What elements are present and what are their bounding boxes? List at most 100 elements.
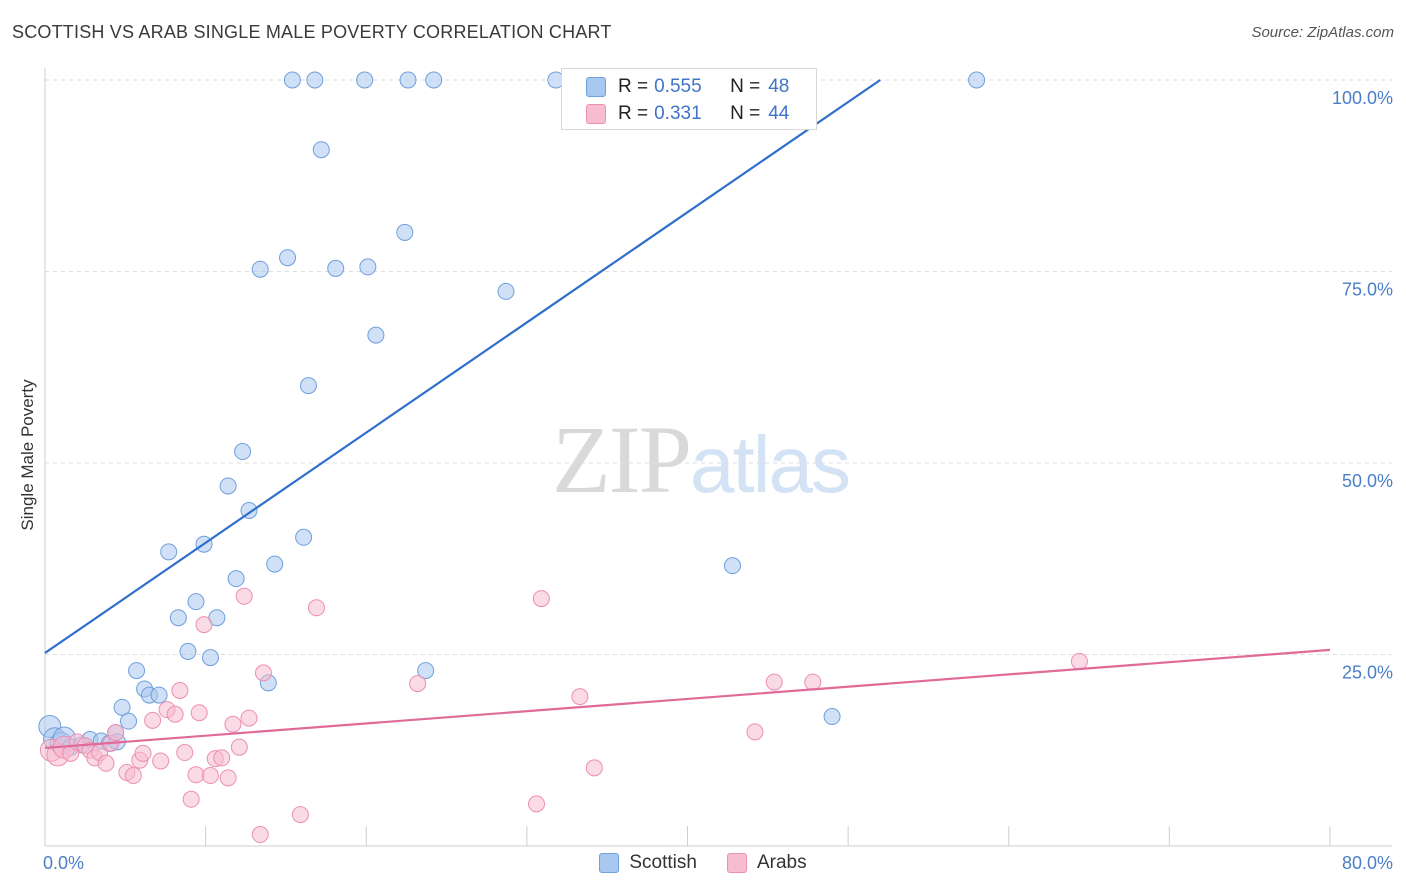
arabs-point (182, 790, 200, 808)
arabs-point (240, 709, 258, 727)
r-value: 0.331 (654, 103, 702, 124)
trend-layer (44, 79, 1331, 750)
scottish-point (425, 71, 443, 89)
scottish-point (359, 258, 377, 276)
scottish-point (160, 543, 178, 561)
scottish-point (356, 71, 374, 89)
scottish-swatch (586, 77, 606, 97)
scottish-point (279, 249, 297, 267)
scottish-point (367, 326, 385, 344)
arabs-point (251, 826, 269, 844)
scottish-point (266, 555, 284, 573)
y-tick-label: 25.0% (1342, 663, 1393, 683)
arabs-point (254, 664, 272, 682)
scottish-point (497, 282, 515, 300)
arabs-point (307, 599, 325, 617)
scottish-point (187, 593, 205, 611)
scottish-point (283, 71, 301, 89)
arabs-point (144, 711, 162, 729)
arabs-point (585, 759, 603, 777)
scottish-point (179, 642, 197, 660)
y-tick-label: 100.0% (1332, 88, 1393, 108)
arabs-point (166, 705, 184, 723)
scottish-point (306, 71, 324, 89)
arabs-point (746, 723, 764, 741)
arabs-point (176, 744, 194, 762)
scottish-point (219, 477, 237, 495)
chart-title: SCOTTISH VS ARAB SINGLE MALE POVERTY COR… (12, 22, 612, 42)
scottish-point (327, 259, 345, 277)
scottish-point (234, 443, 252, 461)
scottish-point (128, 662, 146, 680)
scottish-trend-line (44, 79, 881, 654)
points-layer (38, 71, 1088, 844)
scottish-point (399, 71, 417, 89)
scottish-point (251, 260, 269, 278)
arabs-point (124, 767, 142, 785)
stats-legend: R = 0.555 N = 48 R = 0.331 N = 44 (561, 68, 817, 130)
arabs-point (152, 752, 170, 770)
arabs-point (804, 673, 822, 691)
arabs-point (107, 724, 125, 742)
arabs-point (230, 738, 248, 756)
scottish-point (312, 141, 330, 159)
series-legend: Scottish Arabs (0, 852, 1406, 874)
scottish-point (120, 712, 138, 730)
scottish-swatch (599, 853, 620, 873)
arabs-point (528, 795, 546, 813)
n-value: 48 (768, 76, 790, 97)
scottish-point (150, 686, 168, 704)
arabs-swatch (726, 853, 747, 873)
n-label: N = (730, 76, 761, 97)
watermark-zip: ZIP (552, 406, 692, 513)
y-tick-label: 75.0% (1342, 280, 1393, 300)
arabs-point (190, 704, 208, 722)
arabs-point (1070, 652, 1088, 670)
arabs-point (195, 616, 213, 634)
arabs-point (235, 587, 253, 605)
scottish-point (417, 662, 435, 680)
n-label: N = (730, 103, 761, 124)
arabs-point (187, 766, 205, 784)
arabs-point (201, 767, 219, 785)
scottish-point (823, 708, 841, 726)
y-tick-label: 50.0% (1342, 471, 1393, 491)
r-label: R = (618, 103, 649, 124)
arabs-point (97, 754, 115, 772)
legend-label-scottish: Scottish (629, 852, 697, 873)
r-value: 0.555 (654, 76, 702, 97)
arabs-point (171, 682, 189, 700)
watermark: ZIPatlas (552, 404, 851, 515)
scottish-point (295, 528, 313, 546)
arabs-point (409, 675, 427, 693)
scottish-point (201, 649, 219, 667)
legend-item-arabs[interactable]: Arabs (726, 852, 807, 874)
x-tick-label: 80.0% (1342, 853, 1393, 873)
legend-label-arabs: Arabs (756, 852, 807, 873)
arabs-point (571, 688, 589, 706)
scottish-point (227, 570, 245, 588)
arabs-point (134, 744, 152, 762)
grid-layer (45, 79, 1392, 655)
scottish-point (299, 377, 317, 395)
arabs-trend-line (44, 648, 1331, 750)
legend-item-scottish[interactable]: Scottish (599, 852, 697, 874)
n-value: 44 (768, 103, 790, 124)
tick-label-layer: 25.0% 50.0% 75.0% 100.0% 0.0% 80.0% (43, 88, 1393, 873)
arabs-point (224, 715, 242, 733)
arabs-point (213, 749, 231, 767)
arabs-point (765, 673, 783, 691)
stats-row-arabs: R = 0.331 N = 44 (586, 102, 789, 126)
r-label: R = (618, 76, 649, 97)
arabs-point (532, 590, 550, 608)
watermark-atlas: atlas (690, 420, 851, 509)
scottish-point (396, 223, 414, 241)
scottish-point (169, 609, 187, 627)
arabs-swatch (586, 104, 606, 124)
arabs-point (291, 806, 309, 824)
stats-row-scottish: R = 0.555 N = 48 (586, 75, 789, 99)
arabs-point (219, 769, 237, 787)
scottish-point (723, 557, 741, 575)
scottish-point (113, 698, 131, 716)
